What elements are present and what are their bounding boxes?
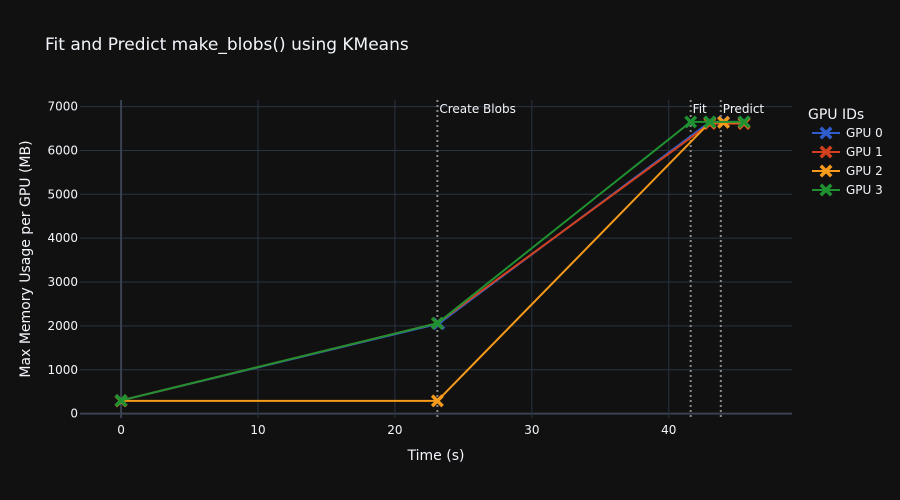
marker-stroke xyxy=(737,115,751,129)
y-tick-label: 6000 xyxy=(47,143,78,157)
y-tick-label: 7000 xyxy=(47,100,78,114)
legend-item: GPU 3 xyxy=(812,183,883,197)
data-point xyxy=(737,115,751,129)
marker-stroke xyxy=(819,183,833,197)
x-tick-label: 20 xyxy=(387,423,402,437)
series-gpu-1 xyxy=(114,117,751,407)
grid-layer xyxy=(80,100,792,418)
y-tick-label: 3000 xyxy=(47,275,78,289)
y-tick-label: 4000 xyxy=(47,231,78,245)
series-layer xyxy=(114,115,751,408)
marker-stroke xyxy=(430,316,444,330)
series-gpu-2 xyxy=(114,115,751,408)
y-axis-title: Max Memory Usage per GPU (MB) xyxy=(18,140,34,377)
legend-swatch-marker xyxy=(819,183,833,197)
y-tick-label: 5000 xyxy=(47,187,78,201)
marker-stroke xyxy=(114,393,128,407)
x-axis-title: Time (s) xyxy=(407,448,465,464)
series-line xyxy=(120,120,745,402)
series-line xyxy=(121,121,745,402)
data-point xyxy=(703,115,717,129)
marker-stroke xyxy=(819,126,833,140)
data-point xyxy=(430,316,444,330)
legend-swatch-marker xyxy=(819,164,833,178)
legend-swatch-marker xyxy=(819,126,833,140)
y-tick-label: 1000 xyxy=(47,363,78,377)
y-tick-label: 0 xyxy=(70,407,78,421)
legend-title: GPU IDs xyxy=(808,107,864,123)
series-line xyxy=(120,120,745,402)
y-tick-label: 2000 xyxy=(47,319,78,333)
legend-item: GPU 1 xyxy=(812,145,883,159)
tick-layer: 0 1000 2000 3000 4000 5000 6000 7000 0 10 20 30 40 xyxy=(47,100,676,437)
legend-label: GPU 2 xyxy=(846,164,883,178)
data-point xyxy=(430,394,444,408)
legend-item: GPU 2 xyxy=(812,164,883,178)
x-tick-label: 40 xyxy=(661,423,676,437)
series-gpu-3 xyxy=(114,115,751,407)
annotation-label: Create Blobs xyxy=(439,102,515,116)
marker-stroke xyxy=(703,115,717,129)
legend: GPU IDs GPU 0 GPU 1 GPU 2 GPU 3 xyxy=(808,107,883,197)
marker-stroke xyxy=(684,115,698,129)
series-gpu-0 xyxy=(114,115,751,407)
legend-label: GPU 0 xyxy=(846,126,883,140)
data-point xyxy=(684,115,698,129)
legend-label: GPU 3 xyxy=(846,183,883,197)
annotation-label: Predict xyxy=(723,102,765,116)
x-tick-label: 30 xyxy=(524,423,539,437)
chart-title: Fit and Predict make_blobs() using KMean… xyxy=(45,35,409,55)
marker-stroke xyxy=(430,394,444,408)
legend-label: GPU 1 xyxy=(846,145,883,159)
data-point xyxy=(114,393,128,407)
annotation-layer: Create Blobs Fit Predict xyxy=(436,100,765,418)
x-tick-label: 0 xyxy=(117,423,125,437)
legend-item: GPU 0 xyxy=(812,126,883,140)
annotation-label: Fit xyxy=(693,102,707,116)
legend-swatch-marker xyxy=(819,145,833,159)
marker-stroke xyxy=(819,164,833,178)
x-tick-label: 10 xyxy=(250,423,265,437)
marker-stroke xyxy=(819,145,833,159)
